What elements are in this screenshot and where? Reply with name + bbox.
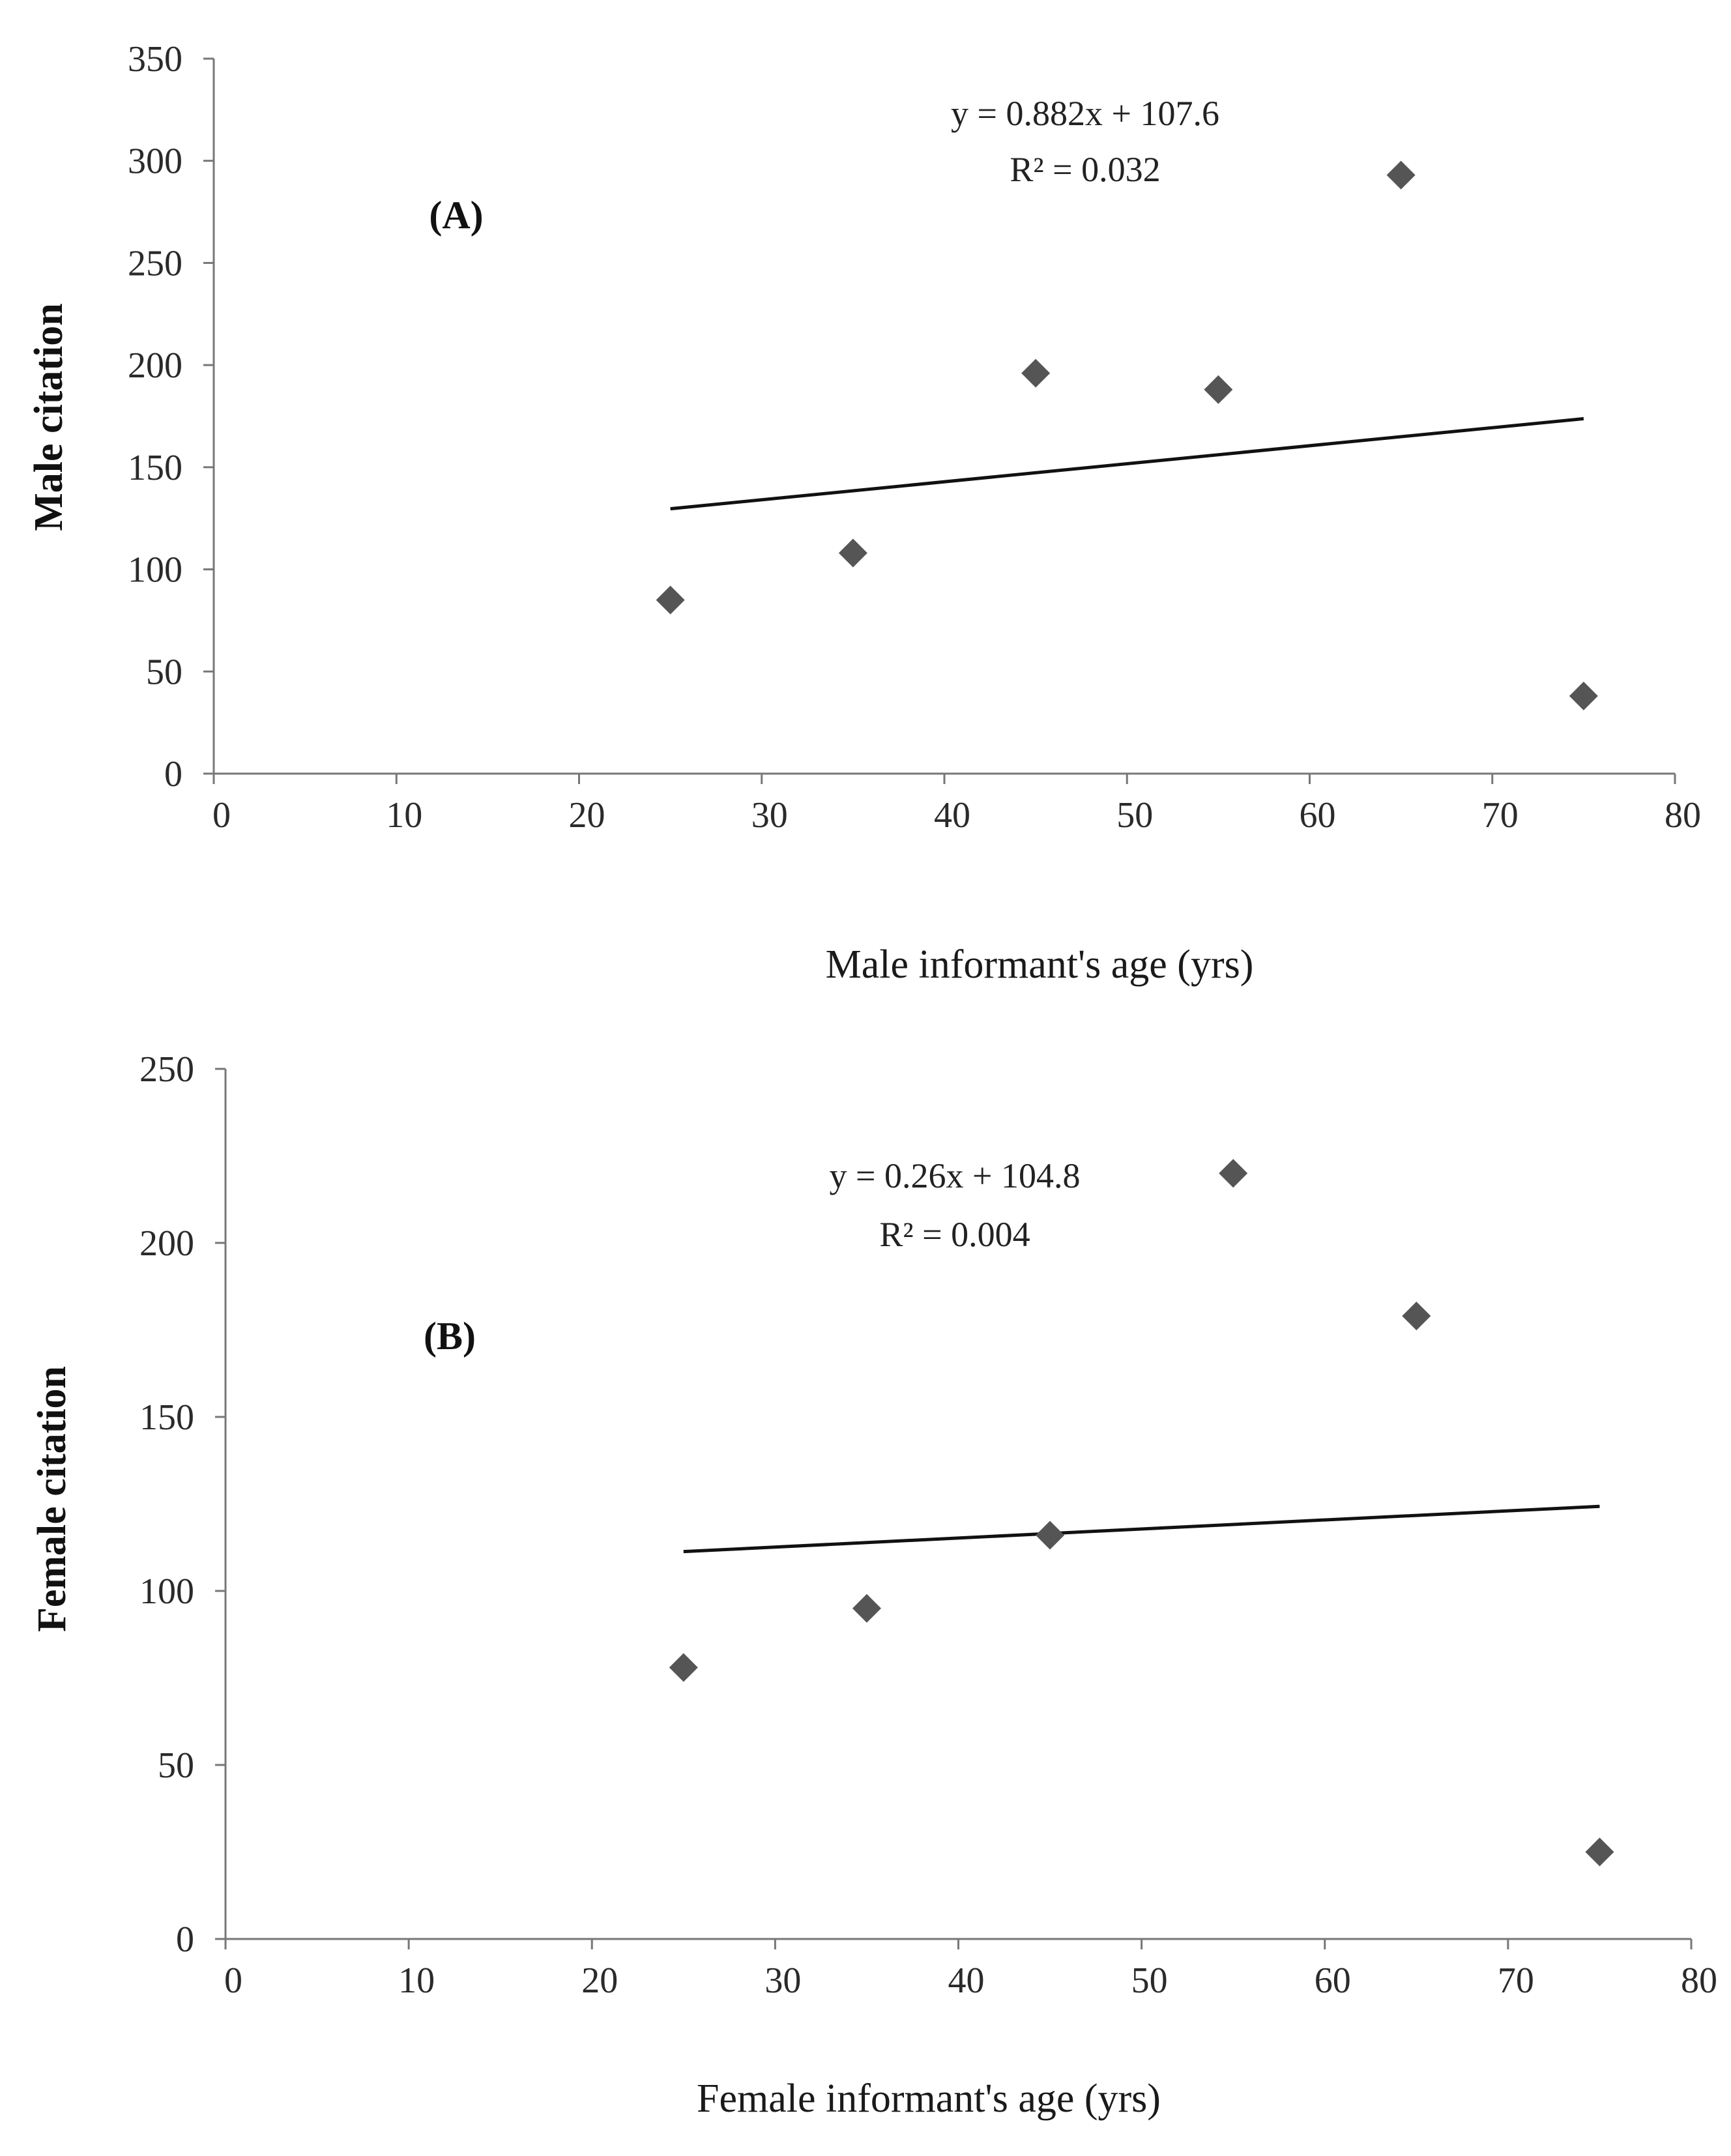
chart-a-y-tick-label: 350 <box>128 39 182 80</box>
chart-b-point <box>1036 1521 1065 1550</box>
chart-b-x-tick-label: 40 <box>948 1960 985 2001</box>
chart-b-x-axis-label: Female informant's age (yrs) <box>697 2076 1161 2121</box>
chart-a-trendline <box>670 416 1584 511</box>
chart-b: 0 50 100 150 200 250 0 10 20 30 40 50 60 70 80 <box>139 1049 1717 2001</box>
chart-b-y-axis-label: Female citation <box>30 1366 74 1632</box>
chart-a-x-tick-label: 80 <box>1665 795 1701 836</box>
chart-b-x-tick-label: 80 <box>1681 1960 1717 2001</box>
chart-b-y-tick-label: 250 <box>139 1049 194 1090</box>
chart-b-point <box>669 1653 698 1682</box>
chart-a-y-axis-label: Male citation <box>27 303 71 531</box>
chart-b-x-tick-label: 20 <box>581 1960 618 2001</box>
chart-b-y-tick-label: 200 <box>139 1223 194 1264</box>
chart-b-point <box>1402 1302 1431 1331</box>
chart-a-y-tick-label: 300 <box>128 141 182 182</box>
chart-b-trendline <box>683 1504 1600 1554</box>
chart-b-y-tick-label: 150 <box>139 1397 194 1438</box>
chart-a-point <box>656 585 685 615</box>
chart-a-r-squared: R² = 0.032 <box>1010 150 1160 189</box>
chart-a-x-tick-label: 20 <box>569 795 605 836</box>
chart-a-x-tick-label: 70 <box>1482 795 1519 836</box>
chart-b-point <box>1219 1159 1248 1188</box>
chart-a-x-tick-label: 10 <box>386 795 422 836</box>
chart-a-x-tick-label: 0 <box>212 795 231 836</box>
chart-b-x-tick-label: 10 <box>398 1960 435 2001</box>
chart-a-x-tick-label: 30 <box>751 795 788 836</box>
chart-a-point <box>838 538 867 568</box>
chart-a-point <box>1204 375 1233 404</box>
chart-a-y-tick-label: 200 <box>128 345 182 386</box>
chart-a-y-tick-label: 0 <box>164 754 182 794</box>
chart-b-y-tick-label: 50 <box>158 1745 194 1786</box>
chart-a-y-tick-label: 100 <box>128 550 182 590</box>
chart-a-point <box>1386 160 1416 190</box>
chart-b-r-squared: R² = 0.004 <box>879 1215 1030 1254</box>
chart-b-point <box>1585 1837 1614 1867</box>
chart-a-x-tick-label: 60 <box>1300 795 1336 836</box>
chart-b-x-tick-label: 60 <box>1315 1960 1351 2001</box>
chart-b-equation: y = 0.26x + 104.8 <box>830 1156 1081 1195</box>
chart-a: 0 50 100 150 200 250 300 350 0 10 20 30 40 50 60 70 80 <box>128 39 1701 836</box>
chart-a-x-tick-label: 40 <box>934 795 970 836</box>
chart-b-x-tick-label: 0 <box>224 1960 242 2001</box>
chart-b-x-tick-label: 30 <box>764 1960 801 2001</box>
chart-b-x-tick-label: 50 <box>1131 1960 1168 2001</box>
chart-a-point <box>1021 358 1051 388</box>
chart-b-panel-label: (B) <box>424 1315 476 1358</box>
chart-a-y-tick-label: 250 <box>128 243 182 284</box>
chart-a-y-tick-label: 50 <box>146 652 182 692</box>
chart-a-equation: y = 0.882x + 107.6 <box>951 94 1219 133</box>
chart-b-y-tick-label: 0 <box>176 1919 194 1960</box>
chart-b-point <box>852 1594 881 1623</box>
chart-a-x-tick-label: 50 <box>1116 795 1153 836</box>
chart-a-point <box>1569 681 1598 710</box>
chart-a-y-tick-label: 150 <box>128 448 182 488</box>
chart-a-panel-label: (A) <box>429 194 483 237</box>
chart-a-x-axis-label: Male informant's age (yrs) <box>826 942 1254 987</box>
chart-b-y-tick-label: 100 <box>139 1571 194 1612</box>
chart-b-x-tick-label: 70 <box>1498 1960 1534 2001</box>
